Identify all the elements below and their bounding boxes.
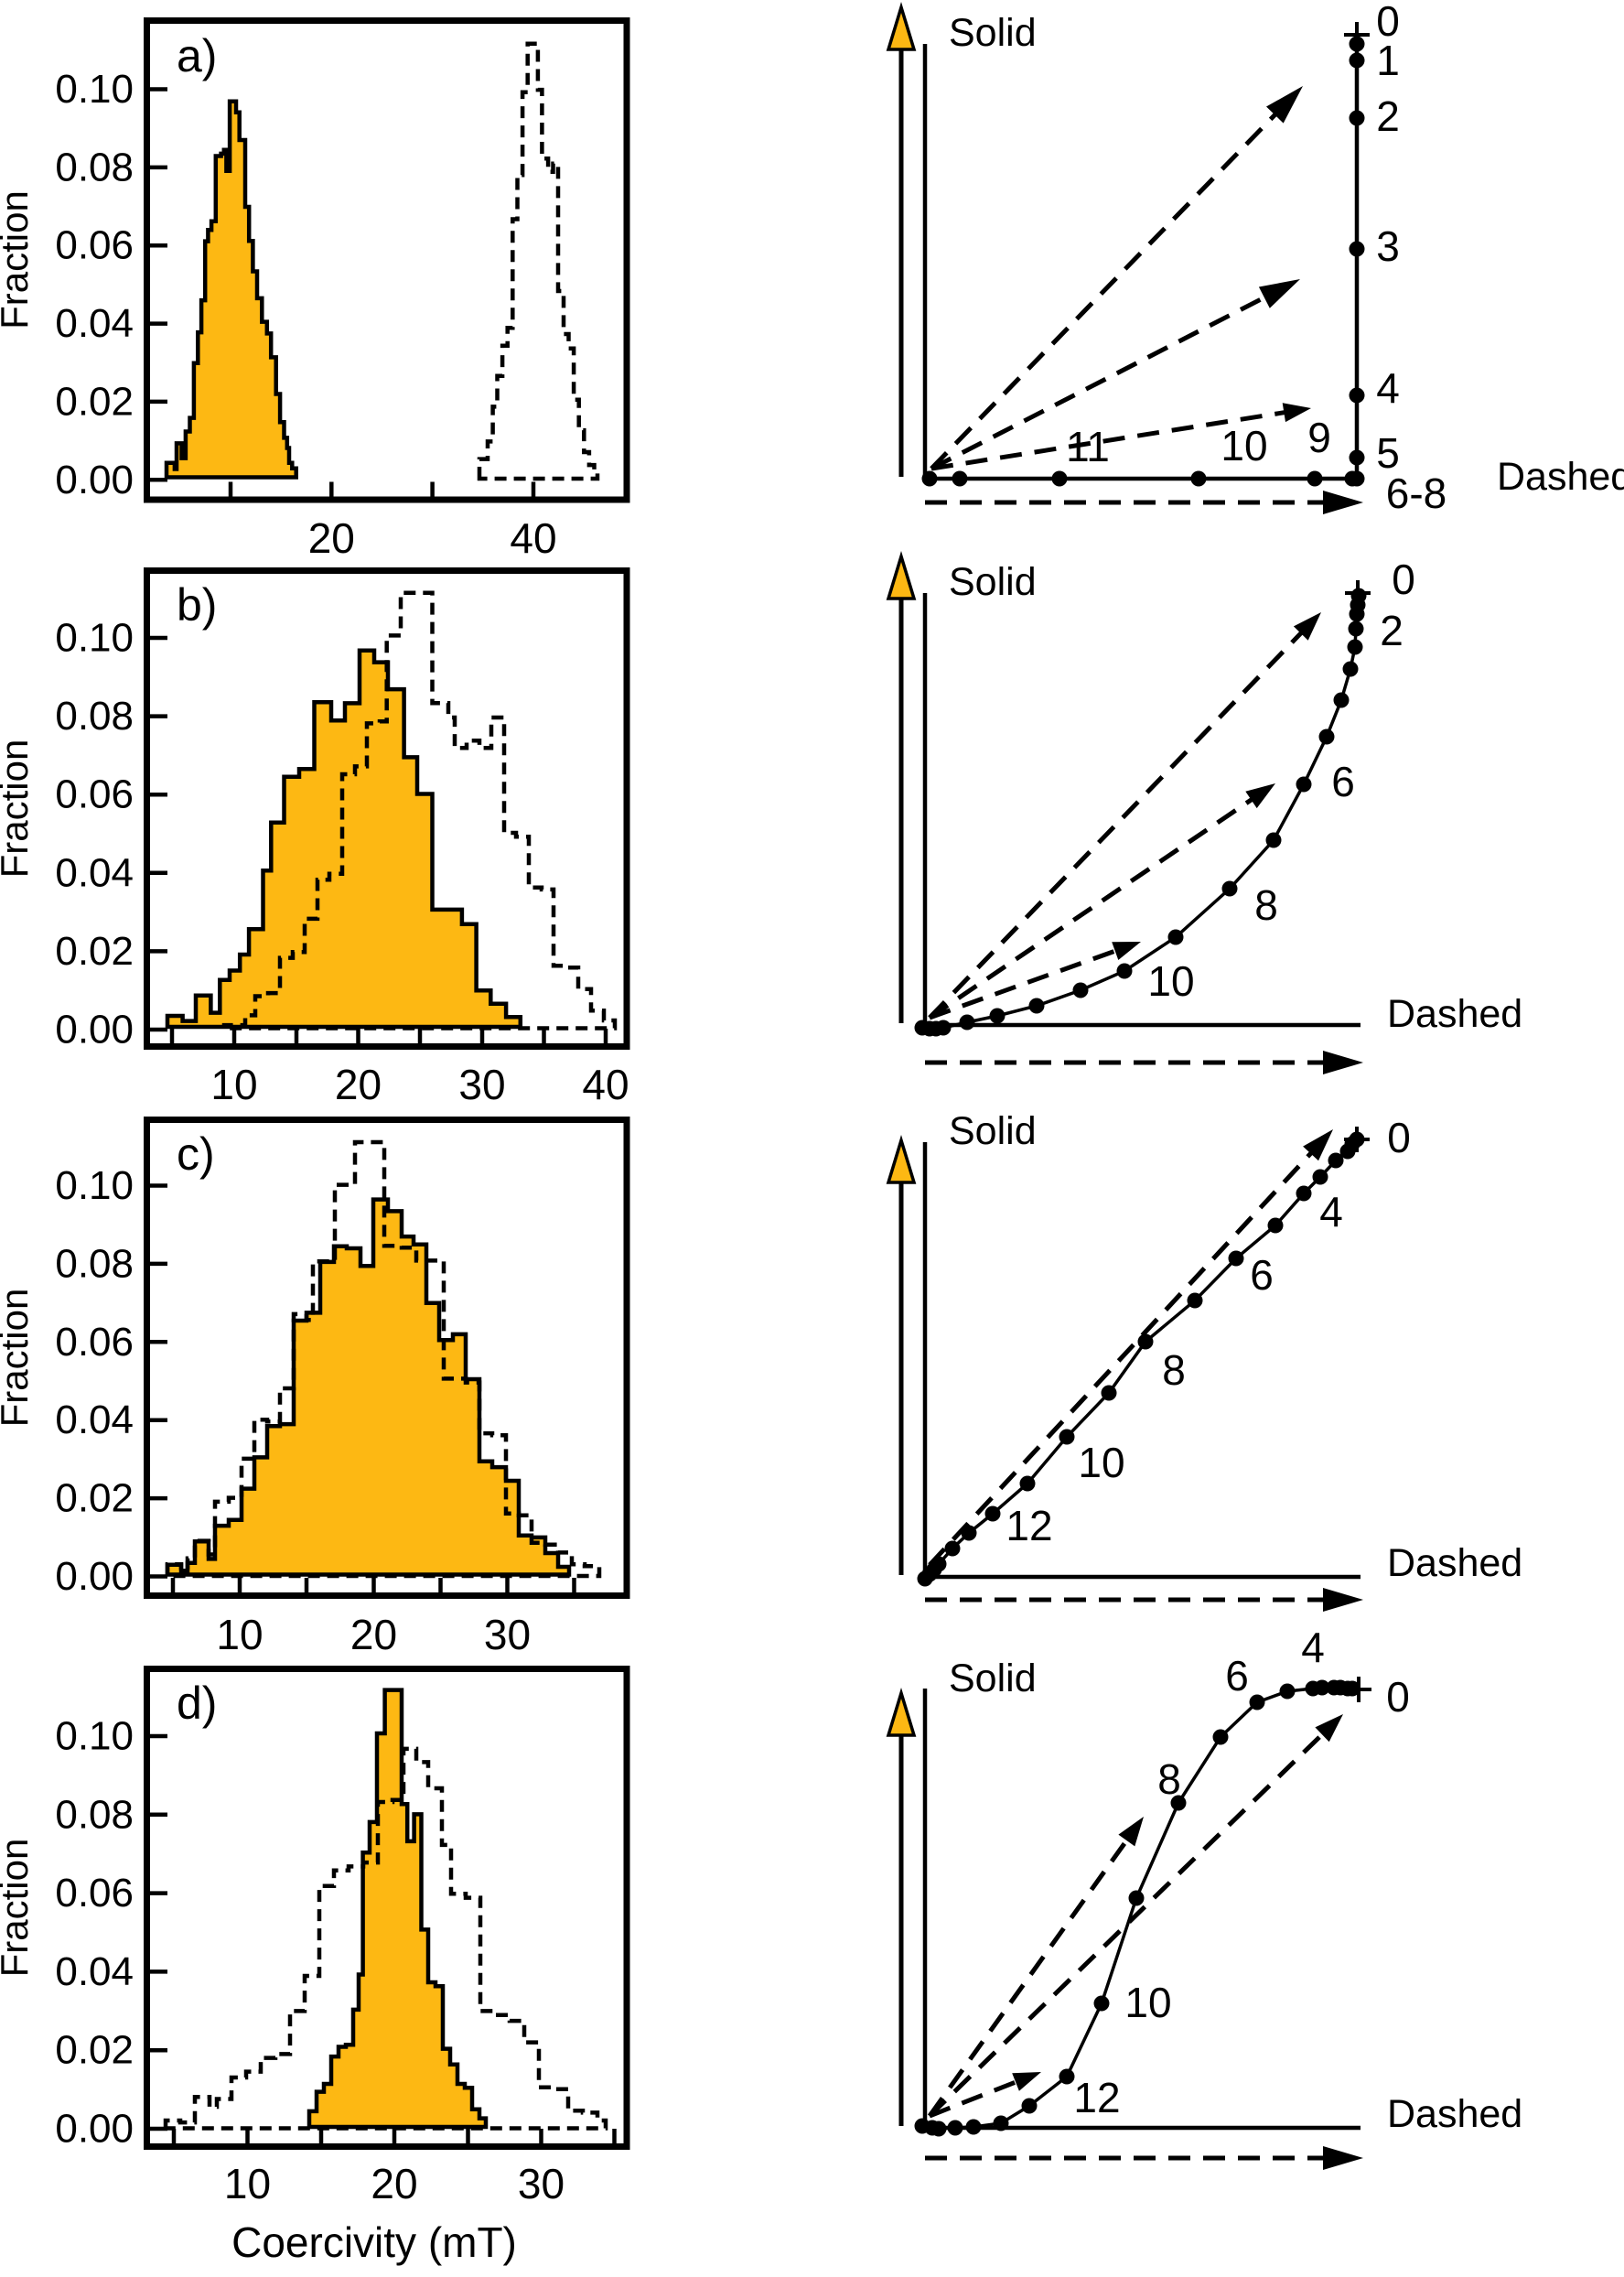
svg-text:3: 3: [1376, 222, 1400, 270]
svg-text:40: 40: [582, 1061, 629, 1108]
svg-text:Dashed: Dashed: [1387, 2092, 1522, 2136]
svg-text:Solid: Solid: [949, 11, 1037, 55]
svg-text:0.04: 0.04: [55, 301, 134, 346]
svg-text:0.00: 0.00: [55, 2107, 134, 2152]
svg-text:2: 2: [1376, 92, 1400, 140]
svg-text:a): a): [177, 30, 217, 81]
svg-text:0.04: 0.04: [55, 1949, 134, 1994]
svg-text:b): b): [177, 579, 217, 631]
svg-text:0.02: 0.02: [55, 1476, 134, 1521]
svg-text:0: 0: [1376, 0, 1400, 45]
svg-text:6-8: 6-8: [1386, 469, 1447, 517]
svg-text:Solid: Solid: [949, 1109, 1037, 1153]
svg-text:6: 6: [1225, 1652, 1249, 1700]
svg-text:10: 10: [1221, 422, 1267, 469]
svg-text:Dashed: Dashed: [1387, 992, 1522, 1036]
svg-text:9: 9: [1307, 414, 1331, 461]
svg-text:12: 12: [1073, 2074, 1120, 2121]
svg-text:40: 40: [510, 514, 556, 562]
svg-text:0.06: 0.06: [55, 772, 134, 817]
svg-text:0.08: 0.08: [55, 145, 134, 189]
svg-text:0.00: 0.00: [55, 1008, 134, 1052]
svg-text:0.10: 0.10: [55, 1163, 134, 1208]
svg-text:0.00: 0.00: [55, 1554, 134, 1599]
svg-text:30: 30: [484, 1611, 531, 1658]
svg-text:10: 10: [216, 1611, 263, 1658]
svg-text:Fraction: Fraction: [0, 190, 36, 329]
svg-text:4: 4: [1319, 1188, 1343, 1236]
svg-text:0.10: 0.10: [55, 67, 134, 112]
svg-text:0: 0: [1392, 556, 1415, 603]
svg-text:20: 20: [335, 1061, 382, 1108]
svg-text:30: 30: [458, 1061, 505, 1108]
svg-text:10: 10: [1124, 1979, 1171, 2026]
svg-text:20: 20: [371, 2160, 417, 2207]
svg-text:Coercivity (mT): Coercivity (mT): [231, 2218, 517, 2266]
svg-text:0.10: 0.10: [55, 616, 134, 661]
svg-text:d): d): [177, 1678, 217, 1729]
svg-text:10: 10: [224, 2160, 271, 2207]
svg-text:0.06: 0.06: [55, 1320, 134, 1365]
svg-text:Solid: Solid: [949, 1656, 1037, 1700]
svg-text:Dashed: Dashed: [1387, 1541, 1522, 1585]
svg-text:6: 6: [1250, 1251, 1274, 1299]
svg-text:0.08: 0.08: [55, 1792, 134, 1837]
svg-text:6: 6: [1331, 758, 1355, 805]
svg-text:Solid: Solid: [949, 560, 1037, 604]
svg-text:0.02: 0.02: [55, 2028, 134, 2073]
svg-text:0.04: 0.04: [55, 850, 134, 895]
svg-text:0.04: 0.04: [55, 1397, 134, 1442]
svg-text:Fraction: Fraction: [0, 1289, 36, 1428]
svg-text:0.02: 0.02: [55, 379, 134, 424]
svg-text:2: 2: [1380, 607, 1404, 654]
svg-text:c): c): [177, 1128, 215, 1180]
svg-text:20: 20: [308, 514, 355, 562]
svg-text:8: 8: [1254, 881, 1278, 929]
svg-text:0: 0: [1387, 1114, 1411, 1161]
svg-text:0.06: 0.06: [55, 223, 134, 268]
svg-text:Fraction: Fraction: [0, 739, 36, 879]
svg-text:Dashed: Dashed: [1497, 455, 1624, 499]
svg-text:1: 1: [1376, 37, 1400, 84]
svg-text:10: 10: [1078, 1439, 1124, 1486]
svg-text:5: 5: [1376, 429, 1400, 477]
svg-text:10: 10: [1147, 957, 1194, 1005]
svg-text:0.02: 0.02: [55, 929, 134, 974]
svg-text:0.06: 0.06: [55, 1871, 134, 1915]
svg-text:4: 4: [1376, 364, 1400, 412]
svg-text:20: 20: [350, 1611, 397, 1658]
svg-text:8: 8: [1162, 1346, 1186, 1394]
svg-text:8: 8: [1157, 1755, 1181, 1803]
svg-text:Fraction: Fraction: [0, 1839, 36, 1978]
svg-text:4: 4: [1301, 1624, 1325, 1671]
svg-text:30: 30: [518, 2160, 565, 2207]
svg-text:10: 10: [210, 1061, 257, 1108]
svg-text:11: 11: [1066, 423, 1110, 470]
svg-text:0.10: 0.10: [55, 1714, 134, 1759]
svg-text:0.08: 0.08: [55, 1241, 134, 1286]
svg-text:0: 0: [1386, 1673, 1410, 1721]
svg-text:0.00: 0.00: [55, 458, 134, 502]
svg-text:0.08: 0.08: [55, 694, 134, 739]
svg-text:12: 12: [1006, 1502, 1052, 1549]
